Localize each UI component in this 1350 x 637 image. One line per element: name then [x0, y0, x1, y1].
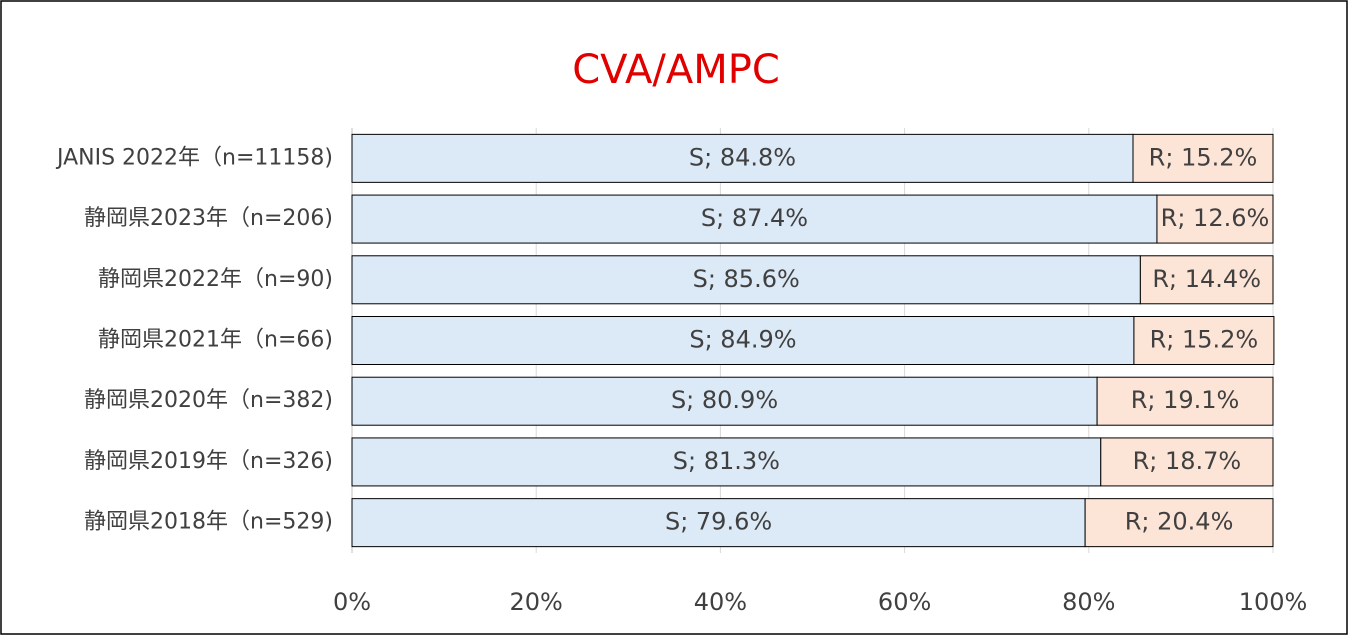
data-label: S; 84.8% — [689, 143, 796, 171]
bar-segment — [351, 194, 1158, 244]
data-label: R; 14.4% — [1152, 265, 1261, 293]
bar-segment — [351, 133, 1134, 183]
x-tick-label: 0% — [333, 588, 371, 616]
x-tick-label: 40% — [694, 588, 747, 616]
y-tick-label: JANIS 2022年（n=11158) — [55, 145, 333, 170]
x-tick-label: 100% — [1239, 588, 1308, 616]
data-label: S; 81.3% — [673, 447, 780, 475]
x-tick-label: 80% — [1062, 588, 1115, 616]
bar-segment — [351, 437, 1102, 487]
bar-segment — [1133, 316, 1275, 365]
data-label: S; 84.9% — [689, 326, 796, 354]
y-tick-label: 静岡県2020年（n=382) — [84, 388, 333, 413]
bar-segment — [351, 255, 1141, 305]
data-label: R; 20.4% — [1125, 508, 1234, 536]
bar-segment — [1084, 498, 1274, 548]
bar-segment — [1132, 133, 1274, 183]
data-label: R; 12.6% — [1161, 204, 1270, 232]
x-tick-label: 20% — [510, 588, 563, 616]
bar-segment — [351, 316, 1135, 365]
data-label: S; 87.4% — [701, 204, 808, 232]
y-tick-label: 静岡県2023年（n=206) — [84, 206, 333, 231]
x-tick-label: 60% — [878, 588, 931, 616]
y-tick-label: 静岡県2018年（n=529) — [84, 510, 333, 535]
y-tick-label: 静岡県2019年（n=326) — [84, 449, 333, 474]
data-label: R; 18.7% — [1133, 447, 1242, 475]
data-label: R; 15.2% — [1149, 143, 1258, 171]
bar-segment — [1096, 376, 1274, 426]
y-tick-label: 静岡県2022年（n=90) — [98, 267, 333, 292]
data-label: R; 15.2% — [1150, 326, 1259, 354]
data-label: S; 80.9% — [671, 386, 778, 414]
y-tick-label: 静岡県2021年（n=66) — [98, 328, 333, 353]
bar-segment — [1156, 194, 1274, 244]
bar-segment — [1139, 255, 1274, 305]
data-label: S; 79.6% — [665, 508, 772, 536]
data-label: S; 85.6% — [693, 265, 800, 293]
bar-segment — [1100, 437, 1274, 487]
bar-segment — [351, 498, 1086, 548]
data-label: R; 19.1% — [1131, 386, 1240, 414]
chart-title: CVA/AMPC — [572, 47, 780, 93]
